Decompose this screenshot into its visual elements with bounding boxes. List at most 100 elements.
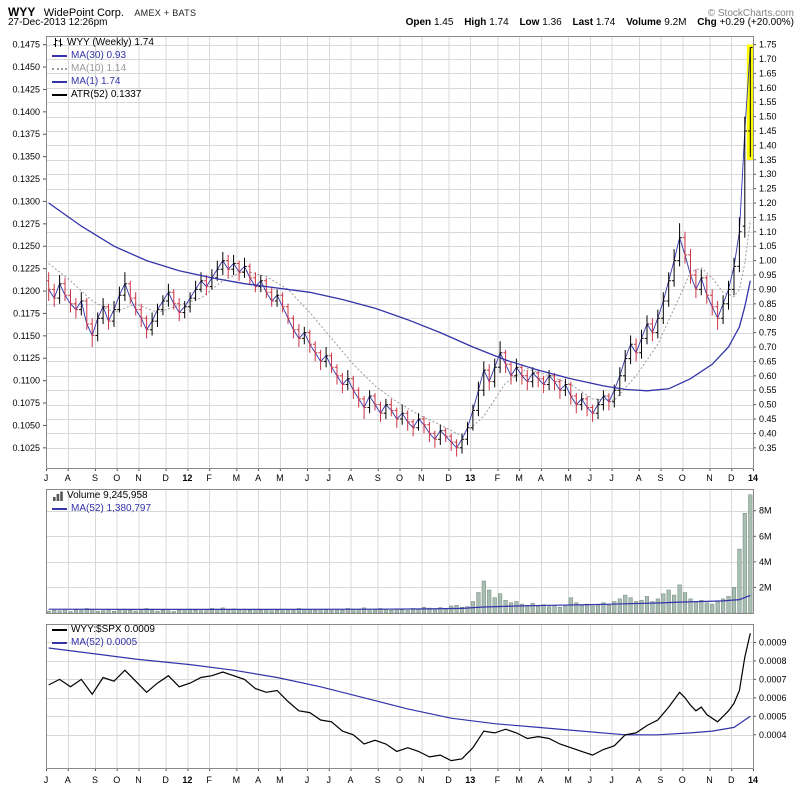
axis-label: J: [609, 473, 614, 483]
axis-label: 13: [465, 775, 475, 785]
axis-label: M: [233, 473, 241, 483]
axis-label: 0.0009: [759, 637, 787, 647]
axis-label: 13: [465, 473, 475, 483]
axis-label: M: [515, 775, 523, 785]
axis-label: 1.50: [759, 112, 777, 122]
stockcharts-copyright: © StockCharts.com: [707, 8, 794, 19]
quote-low: Low 1.36: [519, 17, 561, 28]
axis-label: 1.45: [759, 126, 777, 136]
axis-label: O: [396, 775, 403, 785]
axis-label: S: [658, 775, 664, 785]
axis-label: 0.90: [759, 284, 777, 294]
chart-header: WYY WidePoint Corp. AMEX + BATS © StockC…: [8, 3, 794, 21]
quote-volume-label: Volume: [626, 17, 662, 28]
quote-volume-value: 9.2M: [664, 17, 687, 28]
axis-label: N: [418, 775, 425, 785]
quote-high: High 1.74: [464, 17, 508, 28]
vertical-gridlines: [46, 489, 754, 613]
axis-label: S: [375, 775, 381, 785]
quote-open: Open 1.45: [406, 17, 454, 28]
axis-label: J: [44, 473, 49, 483]
axis-label: 0.1325: [12, 174, 40, 184]
symbol-block: WYY WidePoint Corp. AMEX + BATS: [8, 3, 196, 21]
axis-label: 6M: [759, 531, 772, 541]
axis-label: 0.1050: [12, 420, 40, 430]
axis-label: 0.1375: [12, 129, 40, 139]
axis-label: A: [538, 473, 544, 483]
axis-label: 1.05: [759, 241, 777, 251]
axis-label: A: [65, 473, 71, 483]
axis-label: 1.75: [759, 40, 777, 50]
axis-label: 1.35: [759, 155, 777, 165]
axis-label: 0.1275: [12, 219, 40, 229]
axis-label: 0.65: [759, 356, 777, 366]
horizontal-gridlines: [46, 45, 753, 449]
axis-label: 0.1475: [12, 40, 40, 50]
axis-label: J: [305, 775, 310, 785]
axis-label: 8M: [759, 506, 772, 516]
axis-label: A: [348, 775, 354, 785]
ohlc-bars-down: [46, 231, 720, 457]
chart-datetime: 27-Dec-2013 12:26pm: [8, 17, 108, 28]
axis-label: A: [255, 775, 261, 785]
axis-label: 0.85: [759, 299, 777, 309]
axis-label: D: [728, 473, 735, 483]
quote-high-label: High: [464, 17, 487, 28]
axis-label: 0.70: [759, 342, 777, 352]
axis-label: 0.60: [759, 371, 777, 381]
horizontal-gridlines: [46, 642, 753, 736]
axis-label: S: [92, 775, 98, 785]
axis-label: F: [495, 473, 501, 483]
axis-label: 1.60: [759, 83, 777, 93]
axis-label: M: [233, 775, 241, 785]
quote-open-label: Open: [405, 17, 432, 28]
ratio-chart: 0.0009 0.0008 0.0007 0.0006 0.0005 0.0004 J A S O…: [44, 624, 787, 785]
axis-label: 1.20: [759, 198, 777, 208]
axis-label: 0.0007: [759, 674, 787, 684]
quote-change-value: +0.29 (+20.00%): [719, 17, 795, 28]
axis-label: 0.1150: [13, 331, 40, 341]
axis-label: J: [44, 775, 49, 785]
axis-label: O: [396, 473, 403, 483]
axis-label: 1.30: [759, 169, 777, 179]
axis-label: M: [276, 473, 284, 483]
exchange-label: AMEX + BATS: [134, 8, 197, 18]
axis-label: 0.1075: [12, 398, 40, 408]
axis-label: S: [92, 473, 98, 483]
axis-label: 0.1300: [12, 196, 40, 206]
axis-label: M: [564, 473, 572, 483]
axis-label: N: [706, 473, 713, 483]
axis-label: D: [445, 473, 452, 483]
axis-label: 1.25: [759, 184, 777, 194]
quote-summary: Open 1.45 High 1.74 Low 1.36 Last 1.74 V…: [398, 17, 794, 28]
axis-label: D: [728, 775, 735, 785]
axis-label: N: [135, 775, 142, 785]
axis-label: N: [135, 473, 142, 483]
axis-label: 14: [748, 775, 758, 785]
axis-label: 1.65: [759, 68, 777, 78]
volume-ma52-line: [48, 594, 751, 611]
axis-label: 0.55: [759, 385, 777, 395]
plot-border: [46, 489, 754, 614]
axis-label: J: [327, 775, 332, 785]
price-chart: 0.35 0.40 0.45 0.50 0.55 0.60 0.65 0.70 0.75 0.80…: [12, 36, 777, 483]
volume-chart: 2M 4M 6M 8M: [46, 489, 772, 614]
quote-change: Chg +0.29 (+20.00%): [697, 17, 794, 28]
axis-label: N: [706, 775, 713, 785]
axis-label: 1.00: [759, 256, 777, 266]
axis-label: 0.1025: [12, 443, 40, 453]
axis-label: 1.55: [759, 97, 777, 107]
axis-label: 0.1400: [12, 107, 40, 117]
axis-label: 0.1250: [12, 241, 40, 251]
axis-label: D: [162, 473, 169, 483]
axis-label: 0.1225: [12, 264, 40, 274]
ticker-symbol: WYY: [8, 5, 36, 19]
axis-label: M: [276, 775, 284, 785]
axis-label: 0.1425: [12, 84, 40, 94]
axis-label: 0.95: [759, 270, 777, 280]
axis-label: A: [636, 775, 642, 785]
axis-label: D: [445, 775, 452, 785]
axis-label: O: [113, 775, 120, 785]
axis-label: F: [206, 775, 212, 785]
